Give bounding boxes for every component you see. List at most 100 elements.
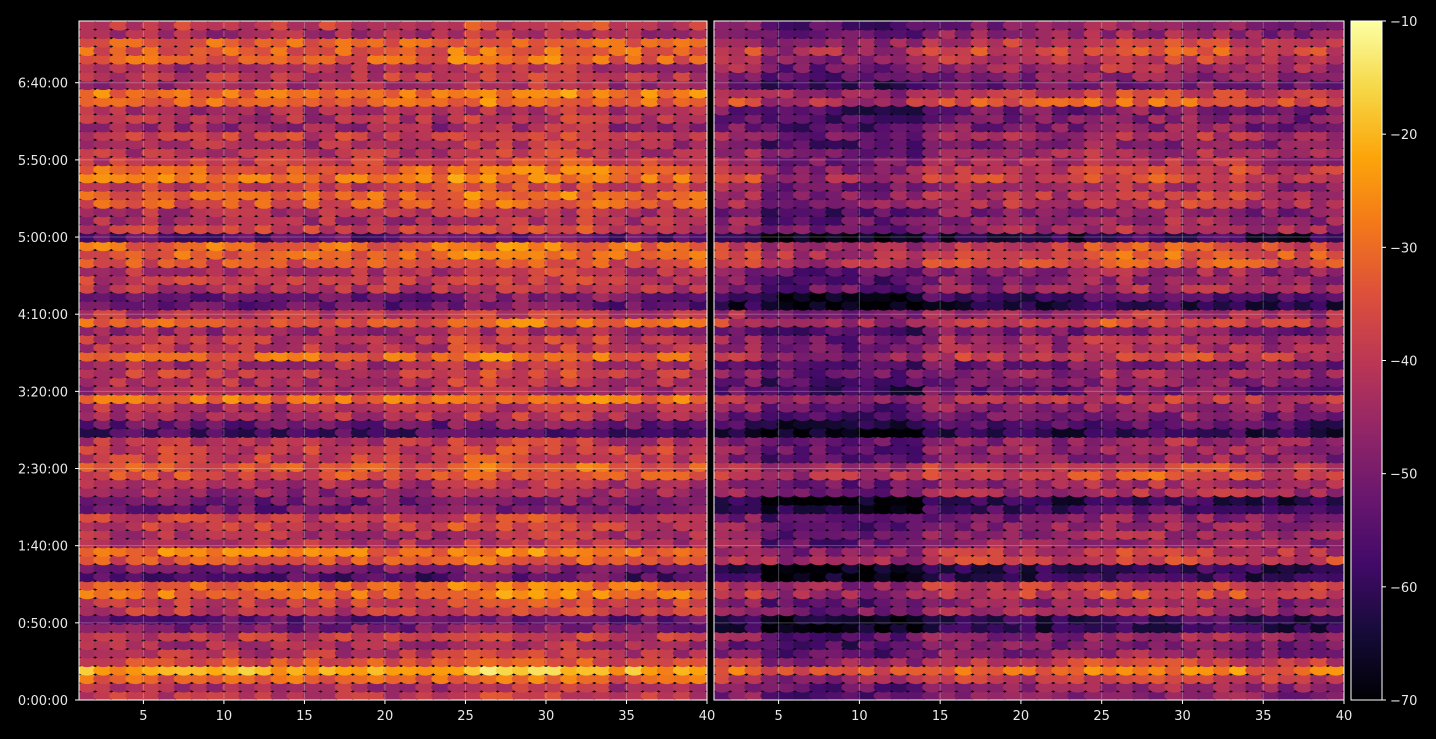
heatmap-cell <box>173 206 194 218</box>
heatmap-cell <box>463 181 484 192</box>
heatmap-cell <box>608 673 629 685</box>
heatmap-cell <box>922 648 943 659</box>
heatmap-cell <box>938 690 959 700</box>
heatmap-cell <box>1148 656 1169 668</box>
heatmap-cell <box>431 486 452 498</box>
heatmap-cell <box>495 240 516 252</box>
heatmap-cell <box>479 172 500 184</box>
heatmap-cell <box>544 223 564 235</box>
heatmap-cell <box>463 631 484 642</box>
heatmap-cell <box>1309 537 1330 549</box>
heatmap-cell <box>286 300 307 311</box>
heatmap-cell <box>254 554 275 566</box>
heatmap-cell <box>527 79 548 90</box>
heatmap-cell <box>1229 588 1249 600</box>
heatmap-cell <box>415 189 436 201</box>
heatmap-cell <box>383 36 403 48</box>
heatmap-cell <box>189 121 210 133</box>
heatmap-cell <box>1325 605 1344 617</box>
heatmap-cell <box>592 648 613 659</box>
heatmap-cell <box>415 520 436 532</box>
heatmap-cell <box>544 79 564 90</box>
heatmap-cell <box>318 512 339 523</box>
heatmap-cell <box>640 503 661 515</box>
heatmap-cell <box>1132 580 1153 591</box>
heatmap-cell <box>511 401 532 413</box>
heatmap-cell <box>495 351 516 362</box>
heatmap-cell <box>624 537 645 549</box>
heatmap-cell <box>1229 622 1249 634</box>
heatmap-cell <box>79 342 98 354</box>
heatmap-cell <box>495 283 516 294</box>
heatmap-cell <box>93 682 114 693</box>
heatmap-cell <box>1115 529 1136 540</box>
heatmap-cell <box>857 495 878 506</box>
heatmap-cell <box>447 138 468 150</box>
heatmap-cell <box>157 427 178 438</box>
heatmap-cell <box>624 656 645 668</box>
heatmap-cell <box>688 588 707 600</box>
heatmap-cell <box>857 342 878 354</box>
heatmap-cell <box>447 232 468 243</box>
heatmap-cell <box>79 274 98 286</box>
heatmap-cell <box>238 325 259 337</box>
heatmap-cell <box>463 164 484 175</box>
heatmap-cell <box>954 342 975 354</box>
heatmap-cell <box>544 351 564 362</box>
heatmap-cell <box>238 631 259 642</box>
heatmap-cell <box>938 486 959 498</box>
heatmap-cell <box>873 495 894 506</box>
heatmap-cell <box>776 495 797 506</box>
heatmap-cell <box>527 113 548 124</box>
heatmap-cell <box>222 529 242 540</box>
heatmap-cell <box>688 215 707 226</box>
heatmap-cell <box>318 164 339 175</box>
heatmap-cell <box>141 300 162 311</box>
heatmap-cell <box>157 546 178 557</box>
heatmap-cell <box>270 79 291 90</box>
heatmap-cell <box>776 291 797 303</box>
heatmap-cell <box>640 529 661 540</box>
heatmap-cell <box>592 452 613 464</box>
heatmap-cell <box>125 274 146 286</box>
heatmap-cell <box>873 461 894 472</box>
heatmap-cell <box>560 308 581 320</box>
heatmap-cell <box>415 266 436 277</box>
heatmap-cell <box>1067 325 1088 337</box>
heatmap-cell <box>873 648 894 659</box>
heatmap-cell <box>986 622 1007 634</box>
heatmap-cell <box>1277 495 1298 506</box>
heatmap-cell <box>624 181 645 192</box>
heatmap-cell <box>1212 639 1233 651</box>
heatmap-cell <box>1180 648 1201 659</box>
heatmap-cell <box>334 367 355 379</box>
heatmap-cell <box>986 351 1007 362</box>
heatmap-cell <box>544 690 564 700</box>
heatmap-cell <box>189 520 210 532</box>
heatmap-cell <box>1115 317 1136 328</box>
heatmap-cell <box>1293 554 1314 566</box>
heatmap-cell <box>286 673 307 685</box>
heatmap-cell <box>79 486 98 498</box>
heatmap-cell <box>238 121 259 133</box>
heatmap-cell <box>254 21 275 31</box>
heatmap-cell <box>254 87 275 99</box>
heatmap-cell <box>254 351 275 362</box>
heatmap-cell <box>841 588 862 600</box>
heatmap-cell <box>125 495 146 506</box>
heatmap-cell <box>857 673 878 685</box>
heatmap-cell <box>189 351 210 362</box>
heatmap-cell <box>1099 639 1120 651</box>
heatmap-cell <box>608 614 629 625</box>
heatmap-cell <box>157 28 178 39</box>
heatmap-cell <box>841 393 862 405</box>
heatmap-cell <box>141 325 162 337</box>
heatmap-cell <box>431 376 452 388</box>
heatmap-cell <box>125 325 146 337</box>
heatmap-cell <box>640 181 661 192</box>
heatmap-cell <box>173 164 194 175</box>
heatmap-cell <box>714 580 733 591</box>
heatmap-cell <box>366 673 387 685</box>
heatmap-cell <box>841 622 862 634</box>
heatmap-cell <box>776 605 797 617</box>
